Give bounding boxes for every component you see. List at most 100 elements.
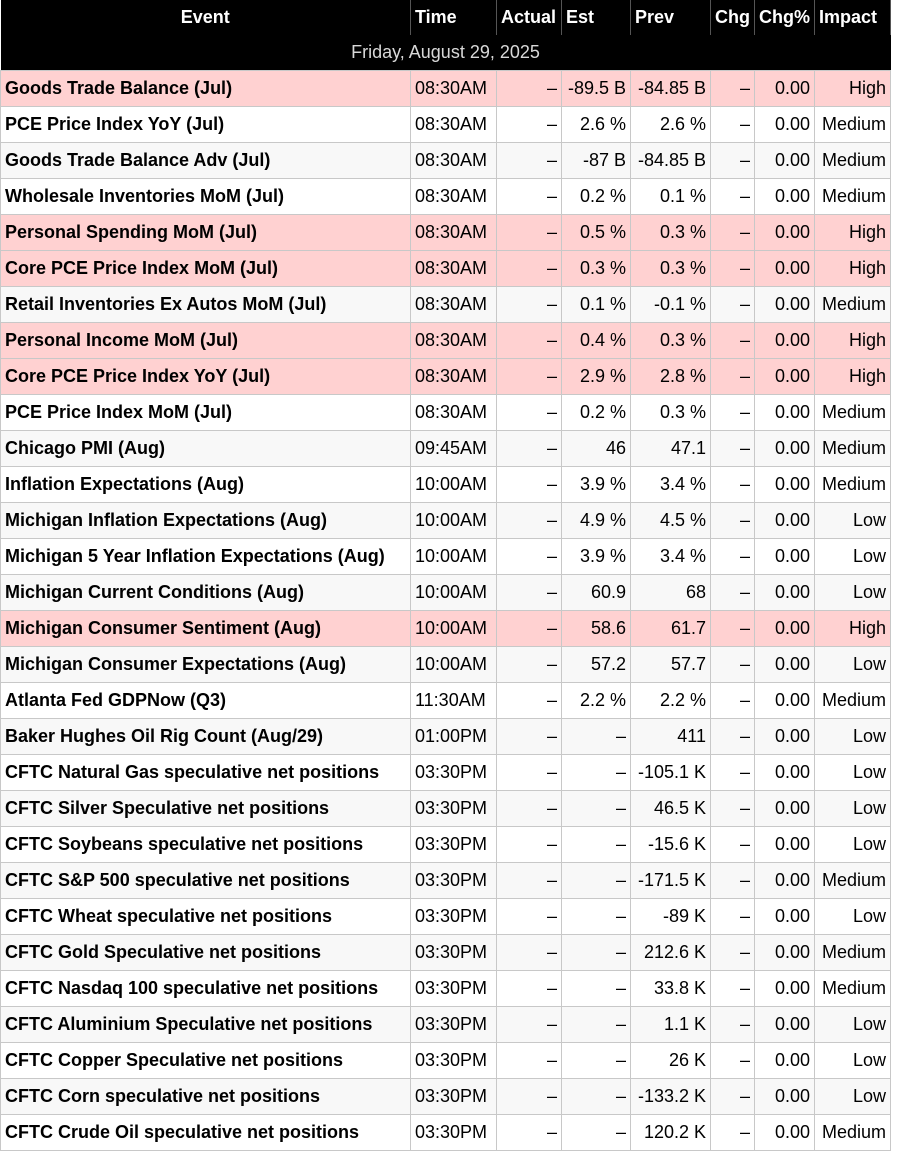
cell-time: 03:30PM — [410, 934, 497, 971]
table-row[interactable]: Baker Hughes Oil Rig Count (Aug/29) 01:00… — [0, 718, 891, 755]
cell-event: Inflation Expectations (Aug) — [0, 466, 411, 503]
cell-chg-pct: 0.00 — [754, 106, 815, 143]
table-row[interactable]: CFTC Corn speculative net positions 03:30… — [0, 1078, 891, 1115]
table-row[interactable]: CFTC Silver Speculative net positions 03:… — [0, 790, 891, 827]
cell-time: 10:00AM — [410, 610, 497, 647]
cell-event: Goods Trade Balance Adv (Jul) — [0, 142, 411, 179]
header-event[interactable]: Event — [0, 0, 411, 35]
table-row[interactable]: PCE Price Index MoM (Jul) 08:30AM –0.2 % 0.… — [0, 394, 891, 431]
cell-time: 10:00AM — [410, 574, 497, 611]
table-row[interactable]: Michigan Current Conditions (Aug) 10:00AM… — [0, 574, 891, 611]
cell-chg: – — [710, 538, 755, 575]
cell-prev: 0.3 % — [630, 250, 711, 287]
table-row[interactable]: Chicago PMI (Aug) 09:45AM –46 47.1–0.00 Medi… — [0, 430, 891, 467]
table-row[interactable]: Core PCE Price Index MoM (Jul) 08:30AM –0.… — [0, 250, 891, 287]
cell-time: 08:30AM — [410, 394, 497, 431]
cell-prev: 46.5 K — [630, 790, 711, 827]
table-row[interactable]: Goods Trade Balance Adv (Jul) 08:30AM – -87… — [0, 142, 891, 179]
header-time[interactable]: Time — [410, 0, 497, 35]
cell-est: 4.9 % — [561, 502, 631, 539]
cell-event: CFTC Silver Speculative net positions — [0, 790, 411, 827]
cell-actual: – — [496, 502, 562, 539]
cell-impact: Low — [814, 1042, 891, 1079]
cell-chg-pct: 0.00 — [754, 358, 815, 395]
table-row[interactable]: CFTC Crude Oil speculative net positions… — [0, 1114, 891, 1151]
cell-event: Chicago PMI (Aug) — [0, 430, 411, 467]
cell-prev: 4.5 % — [630, 502, 711, 539]
cell-impact: Low — [814, 826, 891, 863]
header-chg[interactable]: Chg — [710, 0, 755, 35]
cell-est: 57.2 — [561, 646, 631, 683]
cell-prev: 33.8 K — [630, 970, 711, 1007]
table-row[interactable]: PCE Price Index YoY (Jul) 08:30AM –2.6 % 2.… — [0, 106, 891, 143]
table-row[interactable]: Personal Income MoM (Jul) 08:30AM –0.4 % 0.… — [0, 322, 891, 359]
cell-prev: -133.2 K — [630, 1078, 711, 1115]
cell-event: Personal Spending MoM (Jul) — [0, 214, 411, 251]
cell-chg: – — [710, 574, 755, 611]
table-row[interactable]: CFTC Soybeans speculative net positions 0… — [0, 826, 891, 863]
table-row[interactable]: Atlanta Fed GDPNow (Q3) 11:30AM –2.2 % 2.2 … — [0, 682, 891, 719]
cell-actual: – — [496, 430, 562, 467]
cell-event: Atlanta Fed GDPNow (Q3) — [0, 682, 411, 719]
cell-prev: 68 — [630, 574, 711, 611]
cell-est: 2.9 % — [561, 358, 631, 395]
cell-est: -87 B — [561, 142, 631, 179]
cell-prev: 61.7 — [630, 610, 711, 647]
cell-est: 0.2 % — [561, 394, 631, 431]
cell-prev: 120.2 K — [630, 1114, 711, 1151]
cell-actual: – — [496, 250, 562, 287]
cell-actual: – — [496, 70, 562, 107]
cell-actual: – — [496, 322, 562, 359]
header-impact[interactable]: Impact — [814, 0, 891, 35]
table-row[interactable]: CFTC Natural Gas speculative net positio… — [0, 754, 891, 791]
table-row[interactable]: CFTC Nasdaq 100 speculative net position… — [0, 970, 891, 1007]
cell-est: – — [561, 862, 631, 899]
cell-chg-pct: 0.00 — [754, 286, 815, 323]
cell-time: 03:30PM — [410, 898, 497, 935]
table-row[interactable]: Wholesale Inventories MoM (Jul) 08:30AM –0… — [0, 178, 891, 215]
header-prev[interactable]: Prev — [630, 0, 711, 35]
cell-chg-pct: 0.00 — [754, 178, 815, 215]
table-row[interactable]: Goods Trade Balance (Jul) 08:30AM – -89.5 B… — [0, 70, 891, 107]
cell-event: CFTC Gold Speculative net positions — [0, 934, 411, 971]
table-row[interactable]: Michigan Consumer Expectations (Aug) 10:0… — [0, 646, 891, 683]
cell-actual: – — [496, 682, 562, 719]
cell-event: Wholesale Inventories MoM (Jul) — [0, 178, 411, 215]
cell-event: Personal Income MoM (Jul) — [0, 322, 411, 359]
cell-impact: Medium — [814, 430, 891, 467]
cell-actual: – — [496, 1042, 562, 1079]
table-row[interactable]: CFTC Wheat speculative net positions 03:3… — [0, 898, 891, 935]
table-row[interactable]: Michigan Consumer Sentiment (Aug) 10:00AM… — [0, 610, 891, 647]
table-row[interactable]: Personal Spending MoM (Jul) 08:30AM –0.5 %… — [0, 214, 891, 251]
cell-chg-pct: 0.00 — [754, 898, 815, 935]
cell-time: 10:00AM — [410, 466, 497, 503]
table-row[interactable]: CFTC Copper Speculative net positions 03:… — [0, 1042, 891, 1079]
cell-event: Goods Trade Balance (Jul) — [0, 70, 411, 107]
cell-impact: Medium — [814, 682, 891, 719]
cell-time: 09:45AM — [410, 430, 497, 467]
table-row[interactable]: Retail Inventories Ex Autos MoM (Jul) 08:… — [0, 286, 891, 323]
table-row[interactable]: CFTC Aluminium Speculative net positions… — [0, 1006, 891, 1043]
cell-impact: Low — [814, 538, 891, 575]
table-row[interactable]: Michigan 5 Year Inflation Expectations (… — [0, 538, 891, 575]
cell-chg-pct: 0.00 — [754, 322, 815, 359]
table-row[interactable]: Inflation Expectations (Aug) 10:00AM –3.9 … — [0, 466, 891, 503]
header-chg-pct[interactable]: Chg% — [754, 0, 815, 35]
table-row[interactable]: CFTC Gold Speculative net positions 03:30… — [0, 934, 891, 971]
cell-chg: – — [710, 646, 755, 683]
table-row[interactable]: CFTC S&P 500 speculative net positions 03… — [0, 862, 891, 899]
cell-chg-pct: 0.00 — [754, 754, 815, 791]
table-row[interactable]: Core PCE Price Index YoY (Jul) 08:30AM –2.… — [0, 358, 891, 395]
cell-chg-pct: 0.00 — [754, 610, 815, 647]
cell-chg: – — [710, 682, 755, 719]
cell-chg-pct: 0.00 — [754, 430, 815, 467]
cell-impact: Low — [814, 790, 891, 827]
header-est[interactable]: Est — [561, 0, 631, 35]
cell-chg-pct: 0.00 — [754, 250, 815, 287]
cell-time: 03:30PM — [410, 1042, 497, 1079]
cell-actual: – — [496, 970, 562, 1007]
table-row[interactable]: Michigan Inflation Expectations (Aug) 10:… — [0, 502, 891, 539]
header-actual[interactable]: Actual — [496, 0, 562, 35]
cell-time: 03:30PM — [410, 754, 497, 791]
cell-prev: 0.3 % — [630, 214, 711, 251]
